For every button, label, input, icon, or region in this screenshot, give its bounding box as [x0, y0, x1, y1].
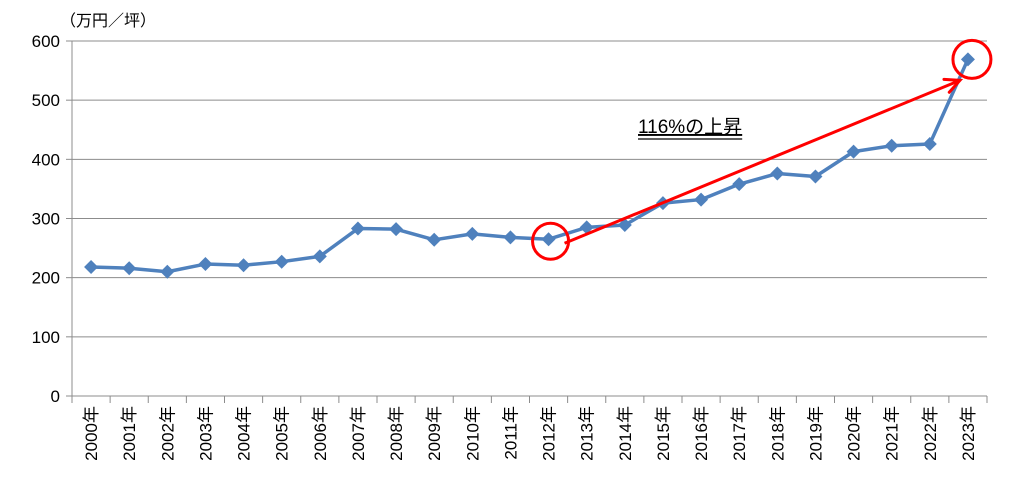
data-point: [236, 258, 251, 273]
x-tick-label: 2023年: [959, 406, 978, 461]
data-point: [808, 169, 823, 184]
x-tick-label: 2002年: [158, 406, 177, 461]
data-point: [694, 192, 709, 207]
annotation-arrowhead: [942, 77, 964, 94]
x-tick-label: 2010年: [463, 406, 482, 461]
data-point: [732, 177, 747, 192]
data-point: [770, 166, 785, 181]
x-tick-label: 2015年: [654, 406, 673, 461]
data-point: [84, 260, 99, 275]
y-tick-label: 400: [32, 150, 60, 169]
gridlines: [72, 40, 987, 338]
data-point: [350, 221, 365, 236]
x-tick-label: 2021年: [883, 406, 902, 461]
series-line-path: [91, 58, 970, 274]
annotation: 116%の上昇: [531, 38, 993, 261]
data-point: [274, 254, 289, 269]
data-point: [846, 144, 861, 159]
data-point: [541, 232, 556, 247]
y-axis-unit-label: （万円／坪）: [60, 12, 156, 30]
x-tick-label: 2014年: [616, 406, 635, 461]
x-tick-label: 2017年: [730, 406, 749, 461]
x-tick-label: 2005年: [273, 406, 292, 461]
x-tick-label: 2022年: [921, 406, 940, 461]
y-tick-label: 200: [32, 269, 60, 288]
x-tick-labels: 2000年 2001年 2002年 2003年 2004年 2005年 2006年 2007年…: [82, 406, 978, 461]
x-tick-label: 2019年: [806, 406, 825, 461]
x-tick-label: 2000年: [82, 406, 101, 461]
highlight-circle-end: [951, 38, 993, 80]
y-tick-label: 100: [32, 328, 60, 347]
data-point: [427, 232, 442, 247]
data-point: [922, 136, 937, 151]
data-point: [160, 264, 175, 279]
series-line: [84, 52, 975, 279]
y-tick-labels: 0 100 200 300 400 500 600: [32, 32, 60, 406]
y-tick-label: 300: [32, 210, 60, 229]
x-tick-label: 2003年: [196, 406, 215, 461]
axes: [66, 40, 988, 403]
x-tick-label: 2013年: [578, 406, 597, 461]
y-tick-label: 600: [32, 32, 60, 51]
x-tick-label: 2011年: [501, 406, 520, 460]
data-point: [617, 218, 632, 233]
x-tick-label: 2007年: [349, 406, 368, 461]
x-tick-label: 2009年: [425, 406, 444, 461]
x-tick-label: 2006年: [311, 406, 330, 461]
data-point: [198, 257, 213, 272]
annotation-text: 116%の上昇: [638, 116, 742, 138]
data-point: [389, 222, 404, 237]
x-tick-label: 2008年: [387, 406, 406, 461]
data-point: [884, 138, 899, 153]
data-point: [465, 226, 480, 241]
data-point: [312, 249, 327, 264]
data-point: [960, 52, 975, 67]
x-tick-label: 2016年: [692, 406, 711, 461]
x-tick-label: 2004年: [235, 406, 254, 461]
annotation-arrow: [563, 78, 961, 245]
y-tick-label: 500: [32, 91, 60, 110]
y-tick-label: 0: [51, 387, 60, 406]
data-point: [579, 220, 594, 235]
x-tick-label: 2001年: [120, 406, 139, 461]
x-tick-label: 2020年: [845, 406, 864, 461]
x-tick-label: 2012年: [540, 406, 559, 461]
data-point: [503, 230, 518, 245]
data-point: [122, 261, 137, 276]
x-tick-label: 2018年: [768, 406, 787, 461]
